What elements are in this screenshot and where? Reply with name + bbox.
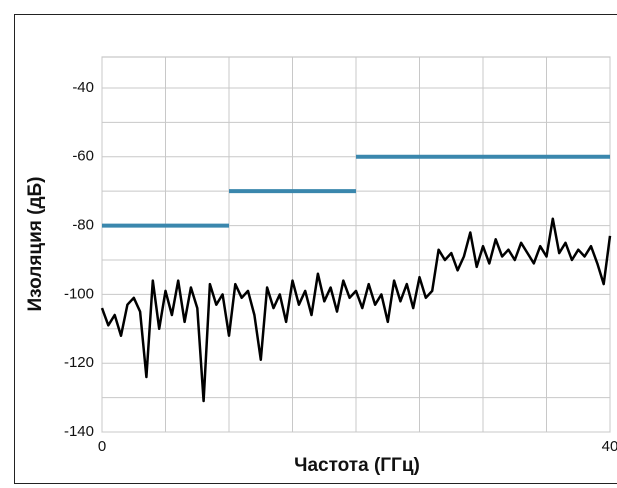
x-tick-label: 0 — [98, 438, 106, 455]
noise-line — [100, 217, 612, 403]
x-tick-label: 40 — [602, 438, 617, 455]
y-tick-label: -120 — [64, 354, 94, 371]
y-tick-label: -80 — [72, 217, 94, 234]
frame — [14, 14, 617, 484]
x-axis-title: Частота (ГГц) — [294, 455, 420, 476]
y-tick-label: -40 — [72, 79, 94, 96]
y-tick-label: -60 — [72, 148, 94, 165]
y-axis-title: Изоляция (дБ) — [25, 176, 46, 311]
y-tick-label: -100 — [64, 285, 94, 302]
y-tick-label: -140 — [64, 423, 94, 440]
